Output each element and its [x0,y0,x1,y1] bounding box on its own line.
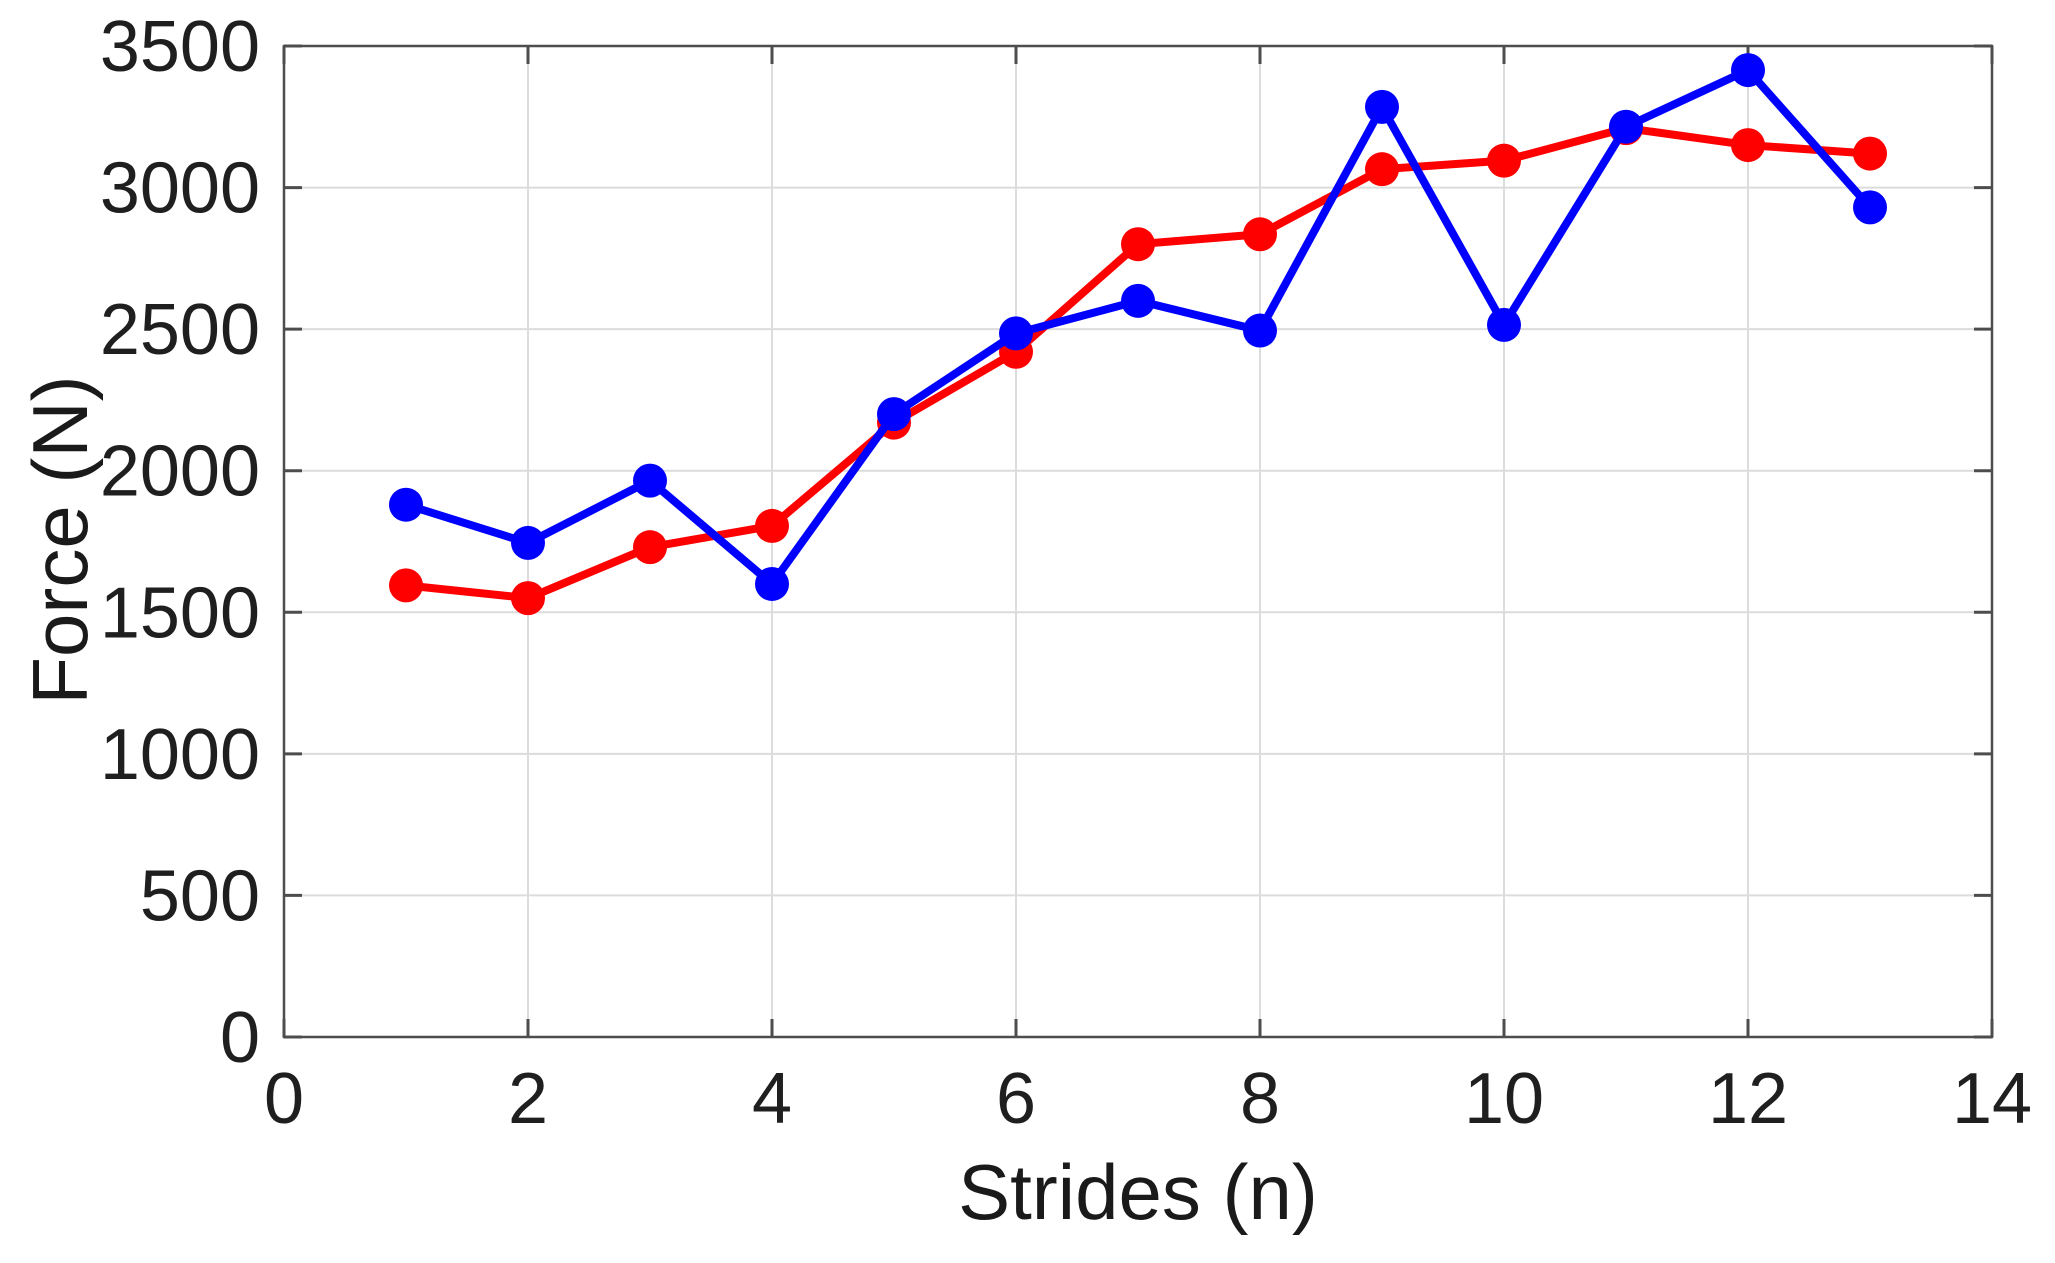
x-tick-label: 8 [1240,1059,1280,1139]
y-axis-title: Force (N) [16,375,104,705]
x-tick-label: 14 [1952,1059,2032,1139]
y-tick-label: 3500 [100,7,260,87]
series-blue-marker [389,487,423,522]
y-tick-label: 3000 [100,149,260,229]
series-blue-marker [999,316,1033,351]
series-red-marker [1121,227,1155,262]
x-axis-title: Strides (n) [958,1148,1318,1236]
x-tick-label: 10 [1464,1059,1544,1139]
y-tick-label: 500 [140,856,260,936]
axis-tick-labels: 0 500 1000 1500 2000 2500 3000 3500 0 2 4 6 8 10 12 14 [100,7,2032,1139]
y-tick-label: 0 [220,998,260,1078]
series-blue-marker [1731,53,1765,88]
x-tick-label: 6 [996,1059,1036,1139]
series-red-marker [511,581,545,616]
series-blue-marker [1853,190,1887,225]
x-tick-label: 12 [1708,1059,1788,1139]
series-blue-marker [877,397,911,432]
series-blue-marker [1365,89,1399,124]
series-blue-marker [633,463,667,498]
series-red-marker [1487,143,1521,178]
gridlines [284,46,1992,1037]
y-tick-label: 2500 [100,290,260,370]
series-red-marker [1731,128,1765,163]
series-red-marker [1365,152,1399,187]
x-tick-label: 2 [508,1059,548,1139]
y-tick-label: 1500 [100,573,260,653]
series-red-marker [755,508,789,543]
plot-box-border [282,44,1994,1039]
y-tick-label: 1000 [100,715,260,795]
series-red-marker [633,530,667,565]
series-red-marker [389,568,423,603]
series-blue-marker [511,525,545,560]
x-tick-label: 4 [752,1059,792,1139]
series-blue-marker [1243,313,1277,348]
y-tick-label: 2000 [100,432,260,512]
series-blue-line [402,66,1874,588]
series-blue-marker [1487,307,1521,342]
series-blue-marker [755,566,789,601]
series-red-line [402,124,1874,603]
series-blue-marker [1609,109,1643,144]
plot-border [282,44,1994,1039]
x-tick-label: 0 [264,1059,304,1139]
series-red-marker [1853,136,1887,171]
series-blue [389,53,1887,601]
data-series [389,53,1887,616]
series-blue-marker [1121,283,1155,318]
series-red-marker [1243,217,1277,252]
